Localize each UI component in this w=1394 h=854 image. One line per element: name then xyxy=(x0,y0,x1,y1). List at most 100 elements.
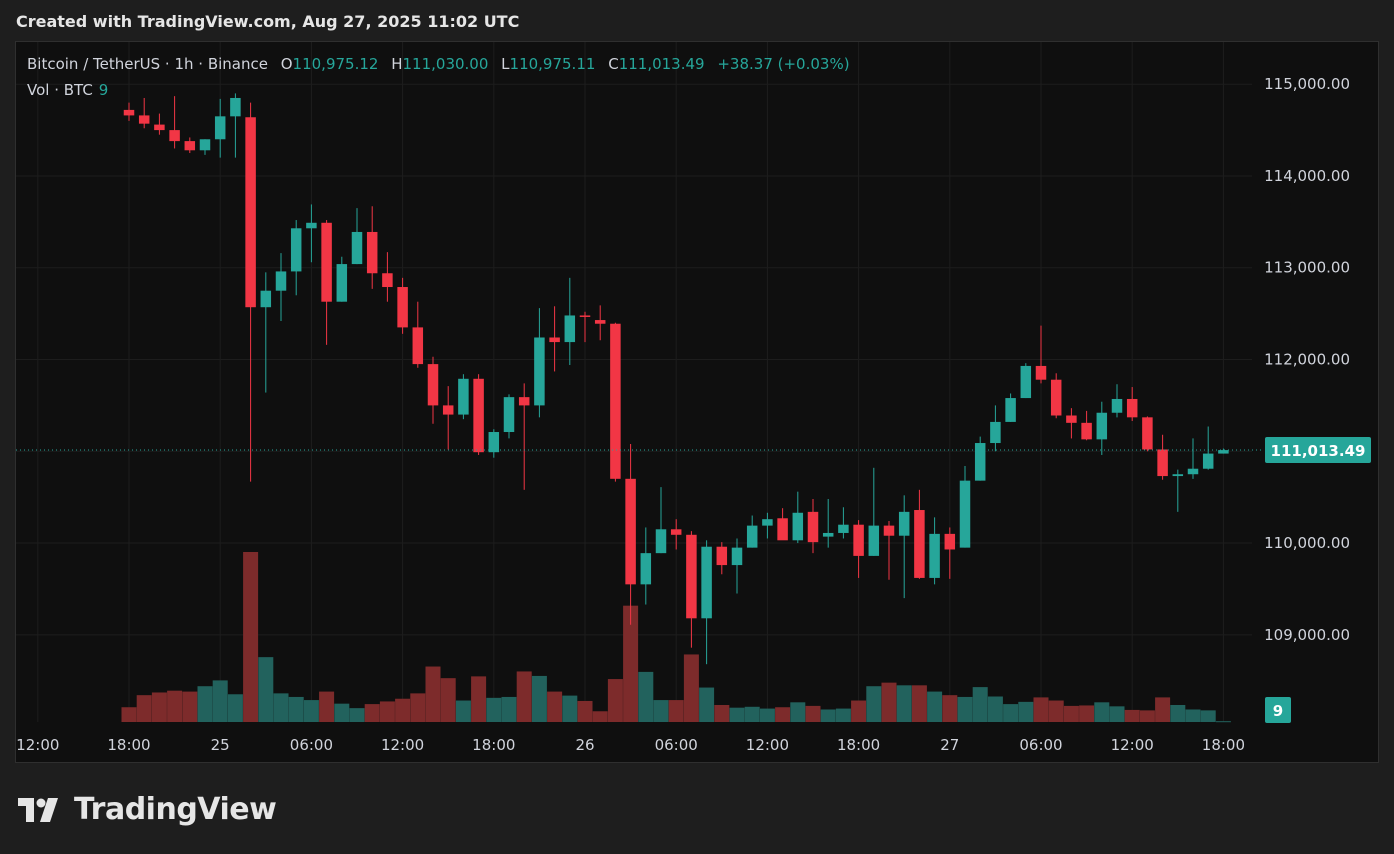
high-label: H xyxy=(391,55,403,73)
price-tick-label: 109,000.00 xyxy=(1264,626,1350,644)
time-tick-label: 12:00 xyxy=(1111,736,1154,754)
volume-bar xyxy=(805,705,821,722)
candle-body xyxy=(306,222,317,229)
volume-bar xyxy=(927,691,943,722)
volume-bar xyxy=(1124,709,1140,722)
candle-body xyxy=(321,222,332,302)
volume-bar xyxy=(607,679,623,722)
volume-bar xyxy=(227,694,243,722)
chart-caption: Created with TradingView.com, Aug 27, 20… xyxy=(16,12,520,31)
candle-body xyxy=(1187,468,1199,475)
volume-bar xyxy=(440,678,456,722)
volume-bar xyxy=(303,700,319,722)
volume-bar xyxy=(820,709,836,722)
close-label: C xyxy=(608,55,619,73)
open-value: 110,975.12 xyxy=(292,55,379,73)
candle-body xyxy=(518,397,530,406)
candle-body xyxy=(944,533,956,550)
volume-bar xyxy=(866,686,882,722)
volume-label: Vol · BTC xyxy=(27,81,93,99)
open-label: O xyxy=(280,55,293,73)
volume-bar xyxy=(1018,701,1034,722)
tradingview-logo[interactable]: TradingView xyxy=(18,792,277,827)
candle-body xyxy=(169,130,180,142)
volume-bar xyxy=(942,695,958,722)
volume-bar xyxy=(1033,697,1049,722)
time-tick-label: 27 xyxy=(940,736,959,754)
volume-bar xyxy=(1063,705,1079,722)
volume-bar xyxy=(349,708,365,722)
volume-bar xyxy=(288,696,304,722)
candle-body xyxy=(610,323,621,479)
price-tick-label: 112,000.00 xyxy=(1264,351,1350,369)
time-tick-label: 25 xyxy=(211,736,230,754)
volume-bar xyxy=(531,675,547,722)
volume-bar xyxy=(425,666,441,722)
candle-body xyxy=(655,529,667,554)
candle-body xyxy=(154,124,165,131)
candle-body xyxy=(594,320,606,324)
candle-body xyxy=(564,315,576,343)
volume-bar xyxy=(759,708,775,722)
time-tick-label: 26 xyxy=(575,736,594,754)
candle-body xyxy=(351,231,363,265)
volume-bar xyxy=(638,671,654,722)
price-tick-label: 115,000.00 xyxy=(1264,75,1350,93)
volume-bar xyxy=(744,706,760,722)
candle-body xyxy=(974,443,986,481)
logo-text: TradingView xyxy=(74,792,277,827)
last-volume-label: 9 xyxy=(1273,702,1283,720)
volume-bar xyxy=(1185,709,1201,722)
candle-body xyxy=(442,405,454,415)
candle-body xyxy=(473,378,484,453)
volume-bar xyxy=(1048,700,1064,722)
time-tick-label: 06:00 xyxy=(1019,736,1062,754)
volume-bar xyxy=(471,676,487,722)
volume-bar xyxy=(623,605,639,722)
time-tick-label: 06:00 xyxy=(290,736,333,754)
candle-body xyxy=(549,337,560,343)
candle-body xyxy=(427,364,439,406)
last-volume-badge xyxy=(1265,697,1291,723)
candle-body xyxy=(929,533,940,578)
candle-body xyxy=(503,397,515,433)
candle-body xyxy=(579,315,591,317)
candle-body xyxy=(762,519,773,526)
candle-body xyxy=(1020,365,1032,399)
candle-body xyxy=(230,97,241,117)
volume-bar xyxy=(455,700,471,722)
volume-bar xyxy=(987,696,1003,722)
candlestick-chart[interactable]: 109,000.00110,000.00111,000.00112,000.00… xyxy=(16,42,1378,762)
last-price-label: 111,013.49 xyxy=(1271,442,1366,460)
volume-bar xyxy=(167,690,183,722)
volume-bar xyxy=(516,671,532,722)
candle-body xyxy=(260,290,272,308)
time-tick-label: 06:00 xyxy=(655,736,698,754)
volume-bar xyxy=(896,685,912,722)
candle-body xyxy=(670,529,682,535)
candle-body xyxy=(731,547,743,566)
candle-body xyxy=(883,525,895,536)
volume-value: 9 xyxy=(98,81,109,99)
time-tick-label: 18:00 xyxy=(1202,736,1245,754)
candle-body xyxy=(716,546,728,566)
volume-bar xyxy=(1003,704,1019,722)
candle-body xyxy=(412,327,424,365)
chart-panel[interactable]: 109,000.00110,000.00111,000.00112,000.00… xyxy=(15,41,1379,763)
volume-bar xyxy=(243,552,259,722)
volume-bar xyxy=(1200,710,1216,722)
volume-bar xyxy=(881,682,897,722)
volume-bar xyxy=(197,686,213,722)
price-tick-label: 113,000.00 xyxy=(1264,259,1350,277)
candle-body xyxy=(1126,398,1138,418)
volume-bar xyxy=(592,711,608,722)
candle-body xyxy=(1066,415,1077,423)
volume-bar xyxy=(775,707,791,722)
volume-bar xyxy=(562,695,578,722)
volume-bar xyxy=(486,697,502,722)
candle-body xyxy=(1035,365,1047,380)
candle-body xyxy=(123,109,135,116)
tradingview-logo-icon xyxy=(18,797,58,822)
volume-bar xyxy=(714,705,730,722)
time-tick-label: 12:00 xyxy=(746,736,789,754)
